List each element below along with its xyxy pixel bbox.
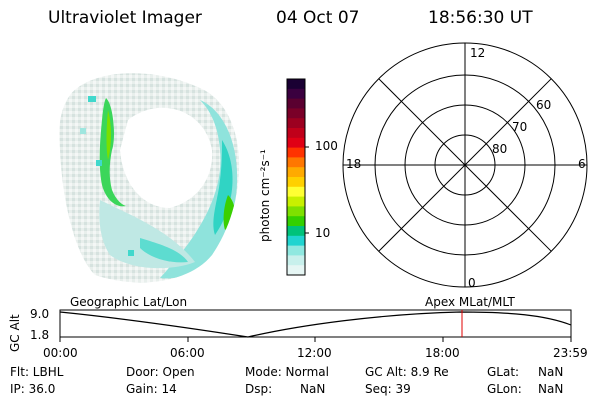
timeline-ytick-1-8: 1.8 xyxy=(30,328,50,342)
info-flt: Flt: LBHL xyxy=(10,365,64,379)
polar-label-12: 12 xyxy=(470,46,486,60)
polar-lat-80: 80 xyxy=(492,142,508,156)
colorbar-segment xyxy=(287,128,305,139)
colorbar-segment xyxy=(287,98,305,109)
app-title: Ultraviolet Imager xyxy=(48,8,202,28)
colorbar-segment xyxy=(287,216,305,227)
info-gain: Gain: 14 xyxy=(126,382,177,396)
colorbar-segment xyxy=(287,147,305,158)
colorbar-segment xyxy=(287,265,305,276)
colorbar-segment xyxy=(287,245,305,256)
timeline-xtick-0000: 00:00 xyxy=(43,346,78,360)
polar-label-6: 6 xyxy=(578,157,586,171)
colorbar-unit-label: photon cm⁻²s⁻¹ xyxy=(258,149,272,242)
info-mode: Mode: Normal xyxy=(245,365,329,379)
timeline-xtick-0600: 06:00 xyxy=(170,346,205,360)
colorbar-segment xyxy=(287,79,305,90)
polar-grid xyxy=(342,42,588,288)
timeline-right-title: Apex MLat/MLT xyxy=(425,295,515,309)
timeline-xtick-1200: 12:00 xyxy=(297,346,332,360)
polar-label-0: 0 xyxy=(468,276,476,290)
colorbar-segment xyxy=(287,235,305,247)
colorbar-segment xyxy=(287,167,305,178)
timeline-left-title: Geographic Lat/Lon xyxy=(70,295,188,309)
colorbar-segment xyxy=(287,108,305,119)
colorbar-segment xyxy=(287,255,305,266)
colorbar-segment xyxy=(287,186,305,198)
colorbar-segment xyxy=(287,177,305,188)
colorbar xyxy=(286,78,309,276)
info-dsp-label: Dsp: xyxy=(245,382,273,396)
info-glat-label: GLat: xyxy=(487,365,520,379)
info-glon-label: GLon: xyxy=(487,382,522,396)
info-glon-value: NaN xyxy=(538,382,564,396)
observation-date: 04 Oct 07 xyxy=(276,8,360,28)
colorbar-segment xyxy=(287,137,305,149)
timeline-xtick-1800: 18:00 xyxy=(425,346,460,360)
timeline-ytick-9: 9.0 xyxy=(30,307,50,321)
colorbar-segment xyxy=(287,206,305,217)
info-gcalt: GC Alt: 8.9 Re xyxy=(365,365,449,379)
colorbar-segment xyxy=(287,157,305,168)
altitude-timeline xyxy=(59,309,572,342)
info-seq: Seq: 39 xyxy=(365,382,411,396)
colorbar-tick-10: 10 xyxy=(315,226,331,240)
polar-label-18: 18 xyxy=(346,157,362,171)
polar-lat-70: 70 xyxy=(512,120,528,134)
timeline-axis-title: GC Alt xyxy=(8,314,22,352)
info-ip: IP: 36.0 xyxy=(10,382,56,396)
colorbar-segment xyxy=(287,196,305,207)
colorbar-segment xyxy=(287,118,305,129)
auroral-image xyxy=(59,73,240,283)
colorbar-tick-100: 100 xyxy=(315,139,338,153)
info-dsp-value: NaN xyxy=(300,382,326,396)
observation-time: 18:56:30 UT xyxy=(428,8,533,28)
info-door: Door: Open xyxy=(126,365,195,379)
polar-lat-60: 60 xyxy=(536,98,552,112)
info-glat-value: NaN xyxy=(538,365,564,379)
colorbar-segment xyxy=(287,226,305,237)
colorbar-segment xyxy=(287,88,305,100)
timeline-xtick-2359: 23:59 xyxy=(553,346,588,360)
